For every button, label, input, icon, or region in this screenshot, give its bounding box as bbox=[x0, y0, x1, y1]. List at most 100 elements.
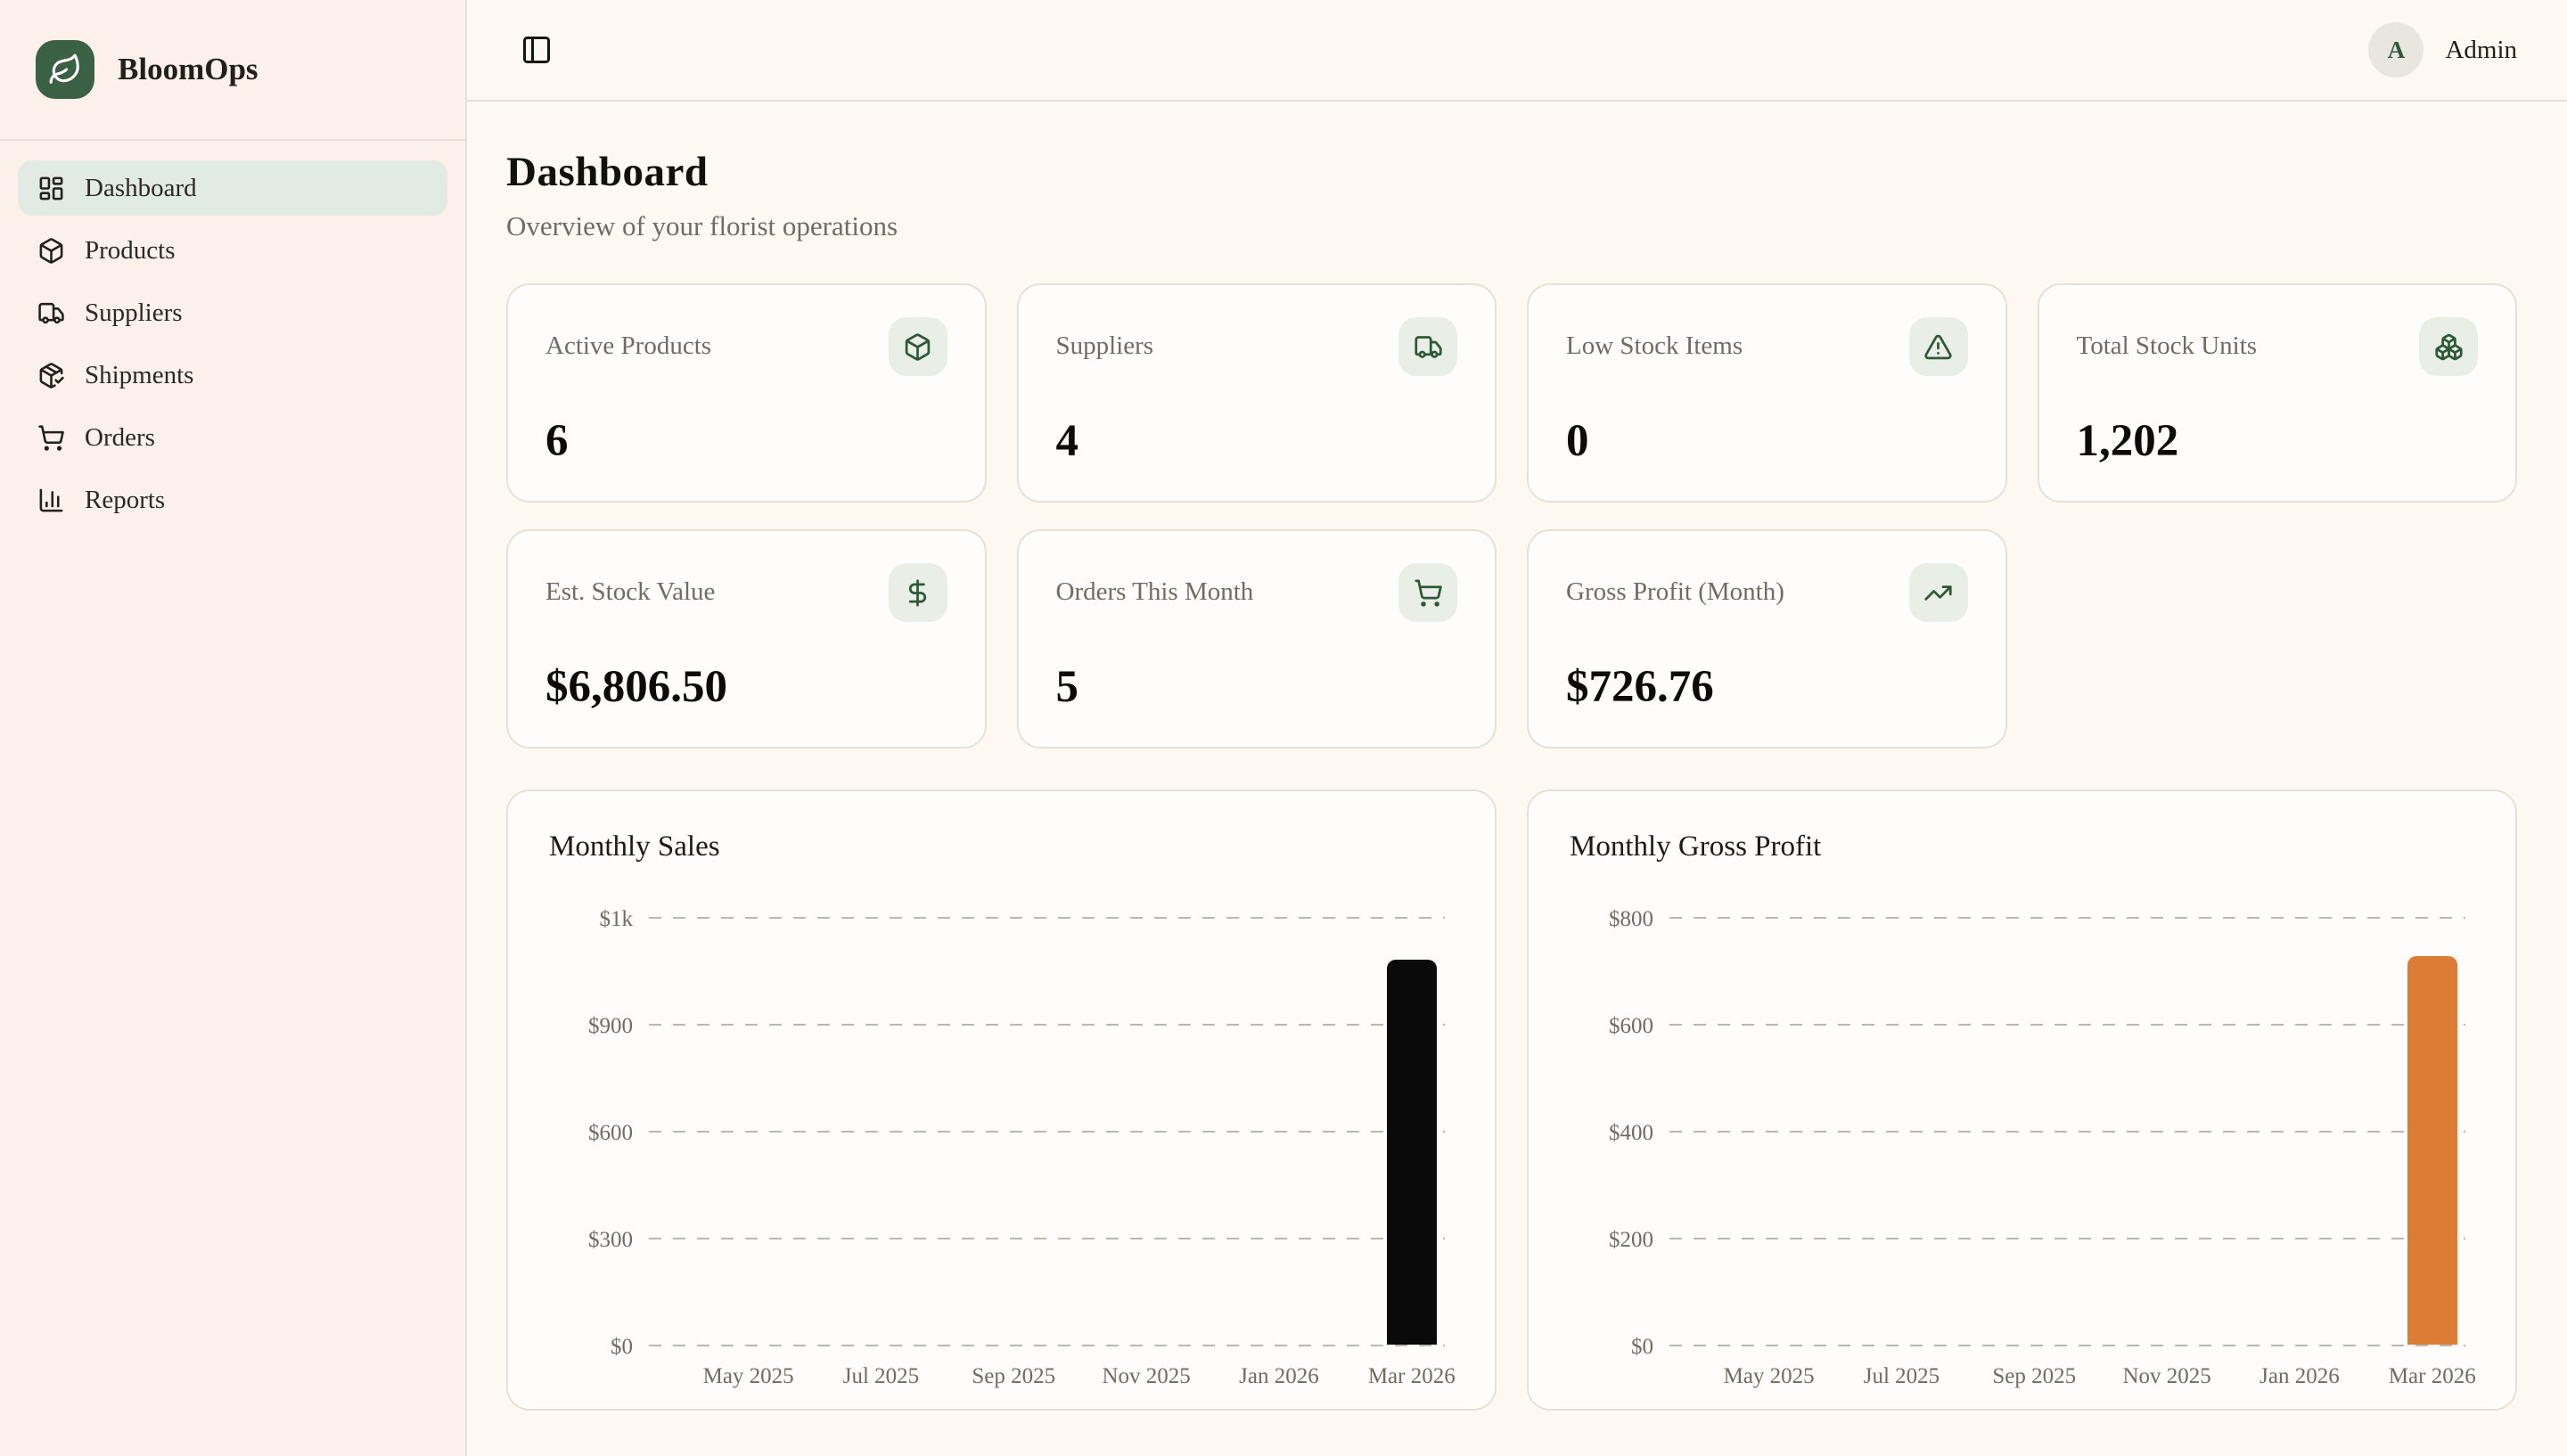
stat-icon-chip bbox=[2419, 317, 2478, 376]
stat-icon-chip bbox=[1908, 317, 1968, 376]
gridline bbox=[649, 1024, 1445, 1026]
monthly-gross-profit-chart-card: Monthly Gross Profit $0 $200 $400 $600 $800 M… bbox=[1527, 789, 2517, 1411]
x-axis-tick-label: Mar 2026 bbox=[2388, 1364, 2476, 1388]
stat-icon-chip bbox=[1398, 317, 1457, 376]
bar-chart-icon bbox=[39, 488, 63, 511]
trending-up-icon bbox=[1924, 585, 1952, 601]
y-axis-tick-label: $600 bbox=[1609, 1013, 1653, 1038]
stat-value: $726.76 bbox=[1566, 662, 1714, 712]
x-axis-tick-label: Mar 2026 bbox=[1367, 1364, 1456, 1388]
stat-value: $6,806.50 bbox=[545, 662, 727, 712]
user-name: Admin bbox=[2445, 35, 2517, 64]
stat-label: Suppliers bbox=[1055, 331, 1154, 360]
y-axis-tick-label: $600 bbox=[588, 1120, 633, 1145]
stat-card-low-stock: Low Stock Items 0 bbox=[1527, 283, 2007, 503]
stat-label: Active Products bbox=[545, 331, 712, 360]
bar-chart: $0 $200 $400 $600 $800 May 2025 Jul 2025 Sep 20… bbox=[1570, 907, 2476, 1396]
sidebar-item-dashboard[interactable]: Dashboard bbox=[18, 160, 447, 216]
stat-icon-chip bbox=[888, 563, 947, 622]
package-icon bbox=[905, 332, 931, 361]
stat-card-active-products: Active Products 6 bbox=[506, 283, 987, 503]
sidebar-item-label: Orders bbox=[85, 422, 155, 452]
x-axis-tick-label: Jul 2025 bbox=[1863, 1364, 1940, 1388]
y-axis-tick-label: $400 bbox=[1609, 1120, 1653, 1145]
truck-icon bbox=[38, 302, 64, 323]
sidebar: BloomOps Dashboard Products Suppliers Sh… bbox=[0, 0, 467, 1456]
stat-card-total-stock: Total Stock Units 1,202 bbox=[2037, 283, 2517, 503]
avatar: A bbox=[2368, 22, 2424, 78]
gridline bbox=[1669, 1131, 2465, 1133]
stat-value: 0 bbox=[1566, 416, 1589, 466]
dashboard-content: Dashboard Overview of your florist opera… bbox=[467, 102, 2567, 1411]
x-axis-tick-label: Nov 2025 bbox=[2122, 1364, 2211, 1388]
stat-label: Low Stock Items bbox=[1566, 331, 1743, 360]
charts-grid: Monthly Sales $0 $300 $600 $900 $1k May 2025 J… bbox=[506, 789, 2517, 1411]
sidebar-item-reports[interactable]: Reports bbox=[18, 472, 447, 528]
y-axis-tick-label: $1k bbox=[599, 906, 634, 931]
bar-mar-2026[interactable] bbox=[1386, 960, 1438, 1345]
gridline bbox=[649, 1238, 1445, 1239]
user-menu[interactable]: A Admin bbox=[2368, 22, 2517, 78]
gridline bbox=[649, 1345, 1445, 1346]
boxes-icon bbox=[2434, 333, 2463, 360]
sidebar-item-label: Dashboard bbox=[85, 173, 197, 202]
y-axis-tick-label: $0 bbox=[611, 1334, 633, 1359]
gridline bbox=[1669, 1345, 2465, 1346]
layout-dashboard-icon bbox=[39, 176, 63, 200]
x-axis-tick-label: Jan 2026 bbox=[2259, 1364, 2340, 1388]
sidebar-item-suppliers[interactable]: Suppliers bbox=[18, 285, 447, 340]
stat-label: Gross Profit (Month) bbox=[1566, 577, 1784, 606]
x-axis-tick-label: May 2025 bbox=[1723, 1364, 1815, 1388]
sidebar-nav: Dashboard Products Suppliers Shipments O… bbox=[0, 141, 465, 547]
x-axis: May 2025 Jul 2025 Sep 2025 Nov 2025 Jan 2026… bbox=[1669, 1345, 2476, 1396]
x-axis-tick-label: Sep 2025 bbox=[972, 1364, 1056, 1388]
chart-title: Monthly Gross Profit bbox=[1570, 830, 1822, 863]
shopping-cart-icon bbox=[38, 424, 64, 451]
avatar-initial: A bbox=[2387, 36, 2406, 63]
stat-value: 1,202 bbox=[2076, 416, 2179, 466]
x-axis-tick-label: Jan 2026 bbox=[1239, 1364, 1319, 1388]
x-axis-tick-label: Nov 2025 bbox=[1102, 1364, 1191, 1388]
stat-card-suppliers: Suppliers 4 bbox=[1016, 283, 1497, 503]
stat-card-orders-month: Orders This Month 5 bbox=[1016, 529, 1497, 748]
y-axis-tick-label: $200 bbox=[1609, 1227, 1653, 1252]
package-check-icon bbox=[39, 362, 64, 389]
app-name: BloomOps bbox=[118, 52, 258, 86]
y-axis-tick-label: $800 bbox=[1609, 906, 1653, 931]
panel-left-icon bbox=[523, 37, 550, 63]
truck-icon bbox=[1414, 335, 1442, 358]
x-axis: May 2025 Jul 2025 Sep 2025 Nov 2025 Jan 2026… bbox=[649, 1345, 1456, 1396]
gridline bbox=[649, 917, 1445, 919]
dollar-sign-icon bbox=[908, 578, 927, 607]
bloomops-logo bbox=[36, 40, 94, 99]
stat-icon-chip bbox=[1908, 563, 1968, 622]
sidebar-item-label: Suppliers bbox=[85, 298, 183, 327]
sidebar-item-label: Products bbox=[85, 235, 176, 265]
stat-card-stock-value: Est. Stock Value $6,806.50 bbox=[506, 529, 987, 748]
main-area: A Admin Dashboard Overview of your flori… bbox=[467, 0, 2567, 1456]
x-axis-tick-label: Jul 2025 bbox=[842, 1364, 920, 1388]
y-axis-tick-label: $300 bbox=[588, 1227, 633, 1252]
bar-mar-2026[interactable] bbox=[2407, 955, 2458, 1345]
stat-icon-chip bbox=[1398, 563, 1457, 622]
gridline bbox=[649, 1131, 1445, 1133]
page-subtitle: Overview of your florist operations bbox=[506, 210, 898, 241]
chart-plot-area: $0 $200 $400 $600 $800 bbox=[1609, 907, 2465, 1359]
stats-grid: Active Products 6 Suppliers 4 bbox=[506, 283, 2517, 748]
x-axis-tick-label: Sep 2025 bbox=[1992, 1364, 2077, 1388]
sidebar-item-label: Reports bbox=[85, 485, 166, 514]
sidebar-toggle-button[interactable] bbox=[517, 30, 556, 70]
gridline bbox=[1669, 1024, 2465, 1026]
sidebar-item-orders[interactable]: Orders bbox=[18, 410, 447, 465]
page-title: Dashboard bbox=[506, 149, 709, 195]
shopping-cart-icon bbox=[1414, 578, 1442, 607]
monthly-sales-chart-card: Monthly Sales $0 $300 $600 $900 $1k May 2025 J… bbox=[506, 789, 1497, 1411]
package-icon bbox=[39, 237, 63, 264]
stat-label: Orders This Month bbox=[1055, 577, 1254, 606]
gridline bbox=[1669, 1238, 2465, 1239]
sidebar-item-shipments[interactable]: Shipments bbox=[18, 348, 447, 403]
x-axis-tick-label: May 2025 bbox=[702, 1364, 794, 1388]
chart-title: Monthly Sales bbox=[549, 830, 720, 863]
y-axis-tick-label: $900 bbox=[588, 1013, 633, 1038]
sidebar-item-products[interactable]: Products bbox=[18, 223, 447, 278]
